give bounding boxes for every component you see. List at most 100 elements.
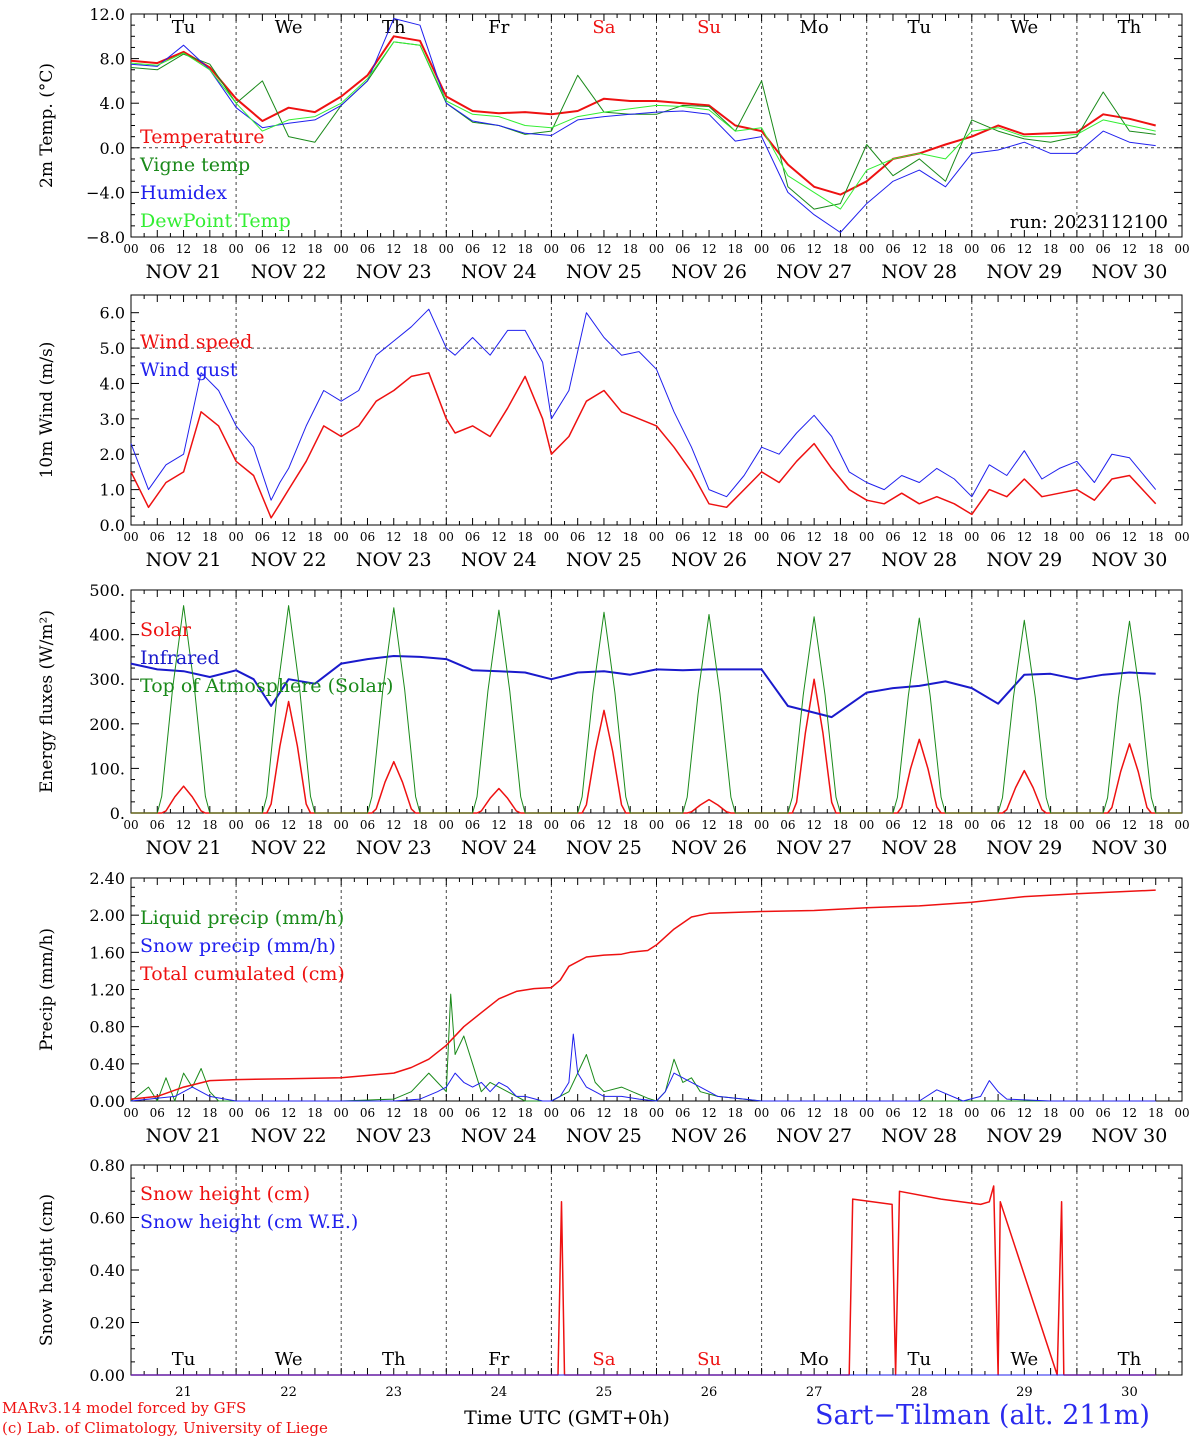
- hour-tick-label: 06: [570, 242, 585, 256]
- y-tick-label: 4.0: [100, 94, 125, 113]
- hour-tick-label: 12: [1017, 530, 1032, 544]
- hour-tick-label: 18: [623, 242, 638, 256]
- hour-tick-label: 00: [439, 530, 454, 544]
- panel-3: 0. 100. 200. 300. 400. 500. Energy fluxes (W/m…: [37, 581, 1190, 859]
- date-label: NOV 28: [881, 1125, 957, 1147]
- legend-entry: Snow precip (mm/h): [140, 935, 336, 957]
- hour-tick-label: 18: [1148, 818, 1163, 832]
- hour-tick-label: 18: [1043, 818, 1058, 832]
- hour-tick-label: 00: [1174, 818, 1189, 832]
- weekday-label: Fr: [488, 17, 509, 38]
- hour-tick-label: 00: [123, 818, 138, 832]
- hour-tick-label: 00: [754, 530, 769, 544]
- hour-tick-label: 06: [885, 242, 900, 256]
- y-axis-title: 2m Temp. (°C): [37, 63, 57, 188]
- hour-tick-label: 00: [544, 242, 559, 256]
- hour-tick-label: 00: [123, 1106, 138, 1120]
- day-number-label: 22: [280, 1385, 297, 1400]
- weekday-label: Su: [697, 17, 721, 38]
- date-label: NOV 22: [251, 549, 327, 571]
- weekday-label: Tu: [907, 17, 931, 38]
- hour-tick-label: 18: [728, 242, 743, 256]
- y-axis-title: 10m Wind (m/s): [37, 342, 57, 479]
- hour-tick-label: 12: [281, 818, 296, 832]
- hour-tick-label: 18: [1043, 1106, 1058, 1120]
- hour-tick-label: 12: [912, 530, 927, 544]
- weekday-label: Tu: [907, 1349, 931, 1370]
- y-tick-label: 0.00: [89, 1366, 125, 1385]
- date-label: NOV 24: [461, 549, 537, 571]
- panel-frame: [130, 13, 1183, 238]
- y-tick-label: 0.80: [89, 1018, 125, 1037]
- legend-entry: Snow height (cm W.E.): [140, 1211, 358, 1233]
- series-line: [130, 655, 1156, 719]
- day-number-label: 23: [385, 1385, 402, 1400]
- date-label: NOV 27: [776, 837, 852, 859]
- hour-tick-label: 06: [255, 242, 270, 256]
- hour-tick-label: 06: [675, 818, 690, 832]
- hour-tick-label: 12: [176, 242, 191, 256]
- y-tick-label: 1.60: [89, 943, 125, 962]
- lab-credit: (c) Lab. of Climatology, University of L…: [2, 1419, 328, 1437]
- legend-entry: Solar: [140, 619, 192, 641]
- hour-tick-label: 00: [228, 1106, 243, 1120]
- hour-tick-label: 12: [281, 242, 296, 256]
- weekday-label: Tu: [172, 1349, 196, 1370]
- run-label: run: 2023112100: [1010, 212, 1168, 233]
- hour-tick-label: 12: [807, 1106, 822, 1120]
- hour-tick-label: 00: [228, 818, 243, 832]
- hour-tick-label: 00: [1069, 818, 1084, 832]
- y-tick-label: 3.0: [100, 410, 125, 429]
- hour-tick-label: 12: [176, 818, 191, 832]
- date-label: NOV 25: [566, 549, 642, 571]
- date-label: NOV 21: [146, 1125, 222, 1147]
- hour-tick-label: 00: [1069, 1106, 1084, 1120]
- hour-tick-label: 18: [517, 818, 532, 832]
- hour-tick-label: 12: [1122, 530, 1137, 544]
- weekday-label: We: [275, 17, 303, 38]
- hour-tick-label: 18: [833, 242, 848, 256]
- hour-tick-label: 18: [938, 818, 953, 832]
- hour-tick-label: 18: [833, 1106, 848, 1120]
- hour-tick-label: 12: [386, 530, 401, 544]
- hour-tick-label: 12: [386, 1106, 401, 1120]
- hour-tick-label: 00: [649, 530, 664, 544]
- hour-tick-label: 06: [360, 530, 375, 544]
- hour-tick-label: 18: [728, 530, 743, 544]
- y-tick-label: 0.80: [89, 1156, 125, 1175]
- y-tick-label: 2.00: [89, 906, 125, 925]
- hour-tick-label: 12: [386, 242, 401, 256]
- day-number-label: 29: [1016, 1385, 1033, 1400]
- panel-2: 0.0 1.0 2.0 3.0 4.0 5.0 6.0 10m Wind (m/s) 00 06 1…: [37, 294, 1190, 571]
- hour-tick-label: 06: [780, 818, 795, 832]
- hour-tick-label: 18: [938, 242, 953, 256]
- hour-tick-label: 18: [938, 1106, 953, 1120]
- hour-tick-label: 12: [491, 1106, 506, 1120]
- legend-entry: Liquid precip (mm/h): [140, 907, 344, 929]
- hour-tick-label: 18: [307, 1106, 322, 1120]
- legend-entry: Snow height (cm): [140, 1183, 310, 1205]
- date-label: NOV 27: [776, 549, 852, 571]
- hour-tick-label: 12: [912, 818, 927, 832]
- hour-tick-label: 12: [1017, 1106, 1032, 1120]
- series-line: [130, 889, 1156, 1100]
- hour-tick-label: 06: [990, 242, 1005, 256]
- date-label: NOV 25: [566, 1125, 642, 1147]
- hour-tick-label: 00: [754, 242, 769, 256]
- hour-tick-label: 00: [334, 1106, 349, 1120]
- y-tick-label: 12.0: [89, 5, 125, 24]
- hour-tick-label: 00: [334, 818, 349, 832]
- series-line: [130, 18, 1156, 233]
- hour-tick-label: 12: [701, 530, 716, 544]
- y-tick-label: 0.20: [89, 1314, 125, 1333]
- date-label: NOV 29: [986, 1125, 1062, 1147]
- day-number-label: 30: [1121, 1385, 1138, 1400]
- legend-entry: Wind speed: [140, 331, 252, 353]
- hour-tick-label: 06: [360, 1106, 375, 1120]
- hour-tick-label: 06: [465, 242, 480, 256]
- y-tick-label: 200.: [89, 715, 125, 734]
- hour-tick-label: 06: [1096, 242, 1111, 256]
- hour-tick-label: 06: [465, 1106, 480, 1120]
- hour-tick-label: 06: [885, 1106, 900, 1120]
